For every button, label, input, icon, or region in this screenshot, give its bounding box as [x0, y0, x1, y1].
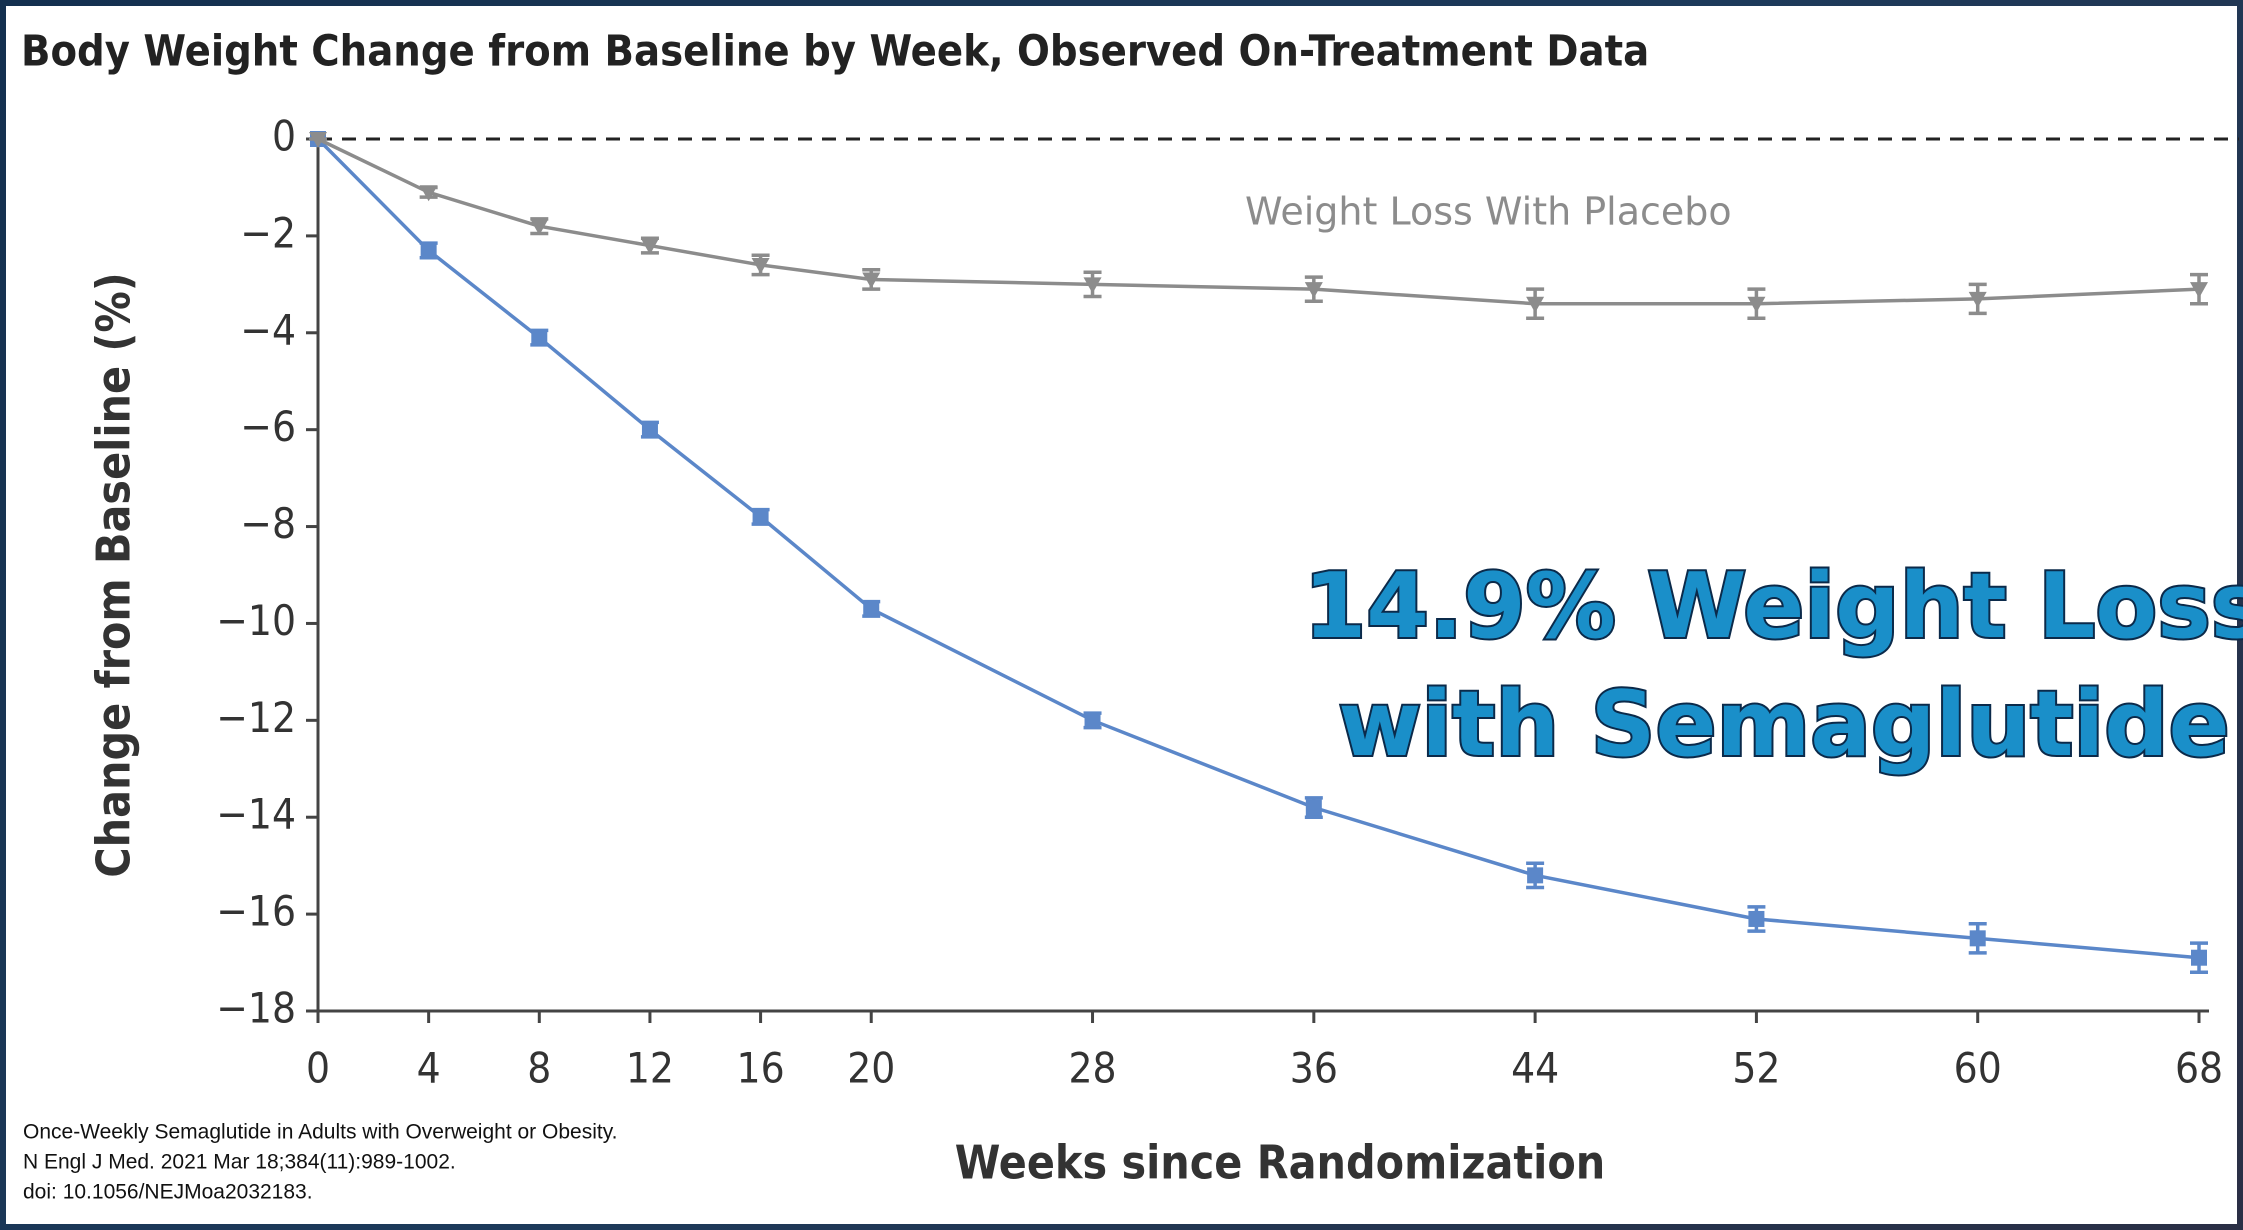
chart-title: Body Weight Change from Baseline by Week… — [21, 27, 1649, 77]
marker — [751, 257, 770, 274]
marker — [531, 329, 548, 346]
marker — [1305, 799, 1322, 816]
y-tick-label: −4 — [240, 305, 296, 354]
y-tick-label: −2 — [240, 208, 296, 257]
marker — [419, 185, 438, 202]
x-axis-label: Weeks since Randomization — [955, 1136, 1606, 1190]
marker — [640, 238, 659, 255]
y-tick-label: 0 — [272, 112, 296, 161]
y-tick-label: −18 — [216, 984, 296, 1033]
x-tick-label: 20 — [847, 1044, 895, 1093]
annotation: 14.9% Weight Loss — [1304, 554, 2243, 659]
marker — [1748, 910, 1765, 927]
series-label: Weight Loss With Placebo — [1245, 190, 1732, 234]
x-tick-label: 28 — [1068, 1044, 1116, 1093]
y-tick-label: −10 — [216, 596, 296, 645]
x-tick-label: 4 — [417, 1044, 441, 1093]
marker — [420, 242, 437, 259]
y-tick-label: −6 — [240, 402, 296, 451]
marker — [641, 421, 658, 438]
y-tick-label: −8 — [240, 499, 296, 548]
marker — [1084, 712, 1101, 729]
y-tick-label: −16 — [216, 887, 296, 936]
marker — [1747, 296, 1766, 313]
y-tick-label: −12 — [216, 693, 296, 742]
x-tick-label: 0 — [306, 1044, 330, 1093]
x-tick-label: 8 — [527, 1044, 551, 1093]
y-tick-label: −14 — [216, 790, 296, 839]
x-tick-label: 60 — [1954, 1044, 2002, 1093]
marker — [863, 600, 880, 617]
x-tick-label: 12 — [626, 1044, 674, 1093]
marker — [530, 219, 549, 236]
panel — [6, 6, 2237, 1224]
series-line — [316, 137, 2200, 960]
marker — [862, 272, 881, 289]
annotation: with Semaglutide — [1338, 672, 2229, 777]
marker — [1968, 291, 1987, 308]
marker — [1304, 282, 1323, 299]
marker — [309, 132, 327, 148]
marker — [2190, 282, 2208, 299]
x-tick-label: 52 — [1732, 1044, 1780, 1093]
marker — [1083, 277, 1102, 294]
series-line — [317, 137, 2200, 306]
source-line: N Engl J Med. 2021 Mar 18;384(11):989-10… — [23, 1151, 456, 1174]
source-line: doi: 10.1056/NEJMoa2032183. — [23, 1181, 313, 1204]
marker — [2191, 949, 2207, 966]
x-tick-label: 68 — [2175, 1044, 2223, 1093]
marker — [752, 508, 769, 525]
marker — [1526, 296, 1545, 313]
y-axis-label: Change from Baseline (%) — [87, 272, 141, 877]
x-tick-label: 36 — [1290, 1044, 1338, 1093]
marker — [1527, 867, 1544, 884]
x-tick-label: 16 — [737, 1044, 785, 1093]
x-tick-label: 44 — [1511, 1044, 1559, 1093]
source-line: Once-Weekly Semaglutide in Adults with O… — [23, 1121, 617, 1144]
marker — [1969, 930, 1986, 947]
